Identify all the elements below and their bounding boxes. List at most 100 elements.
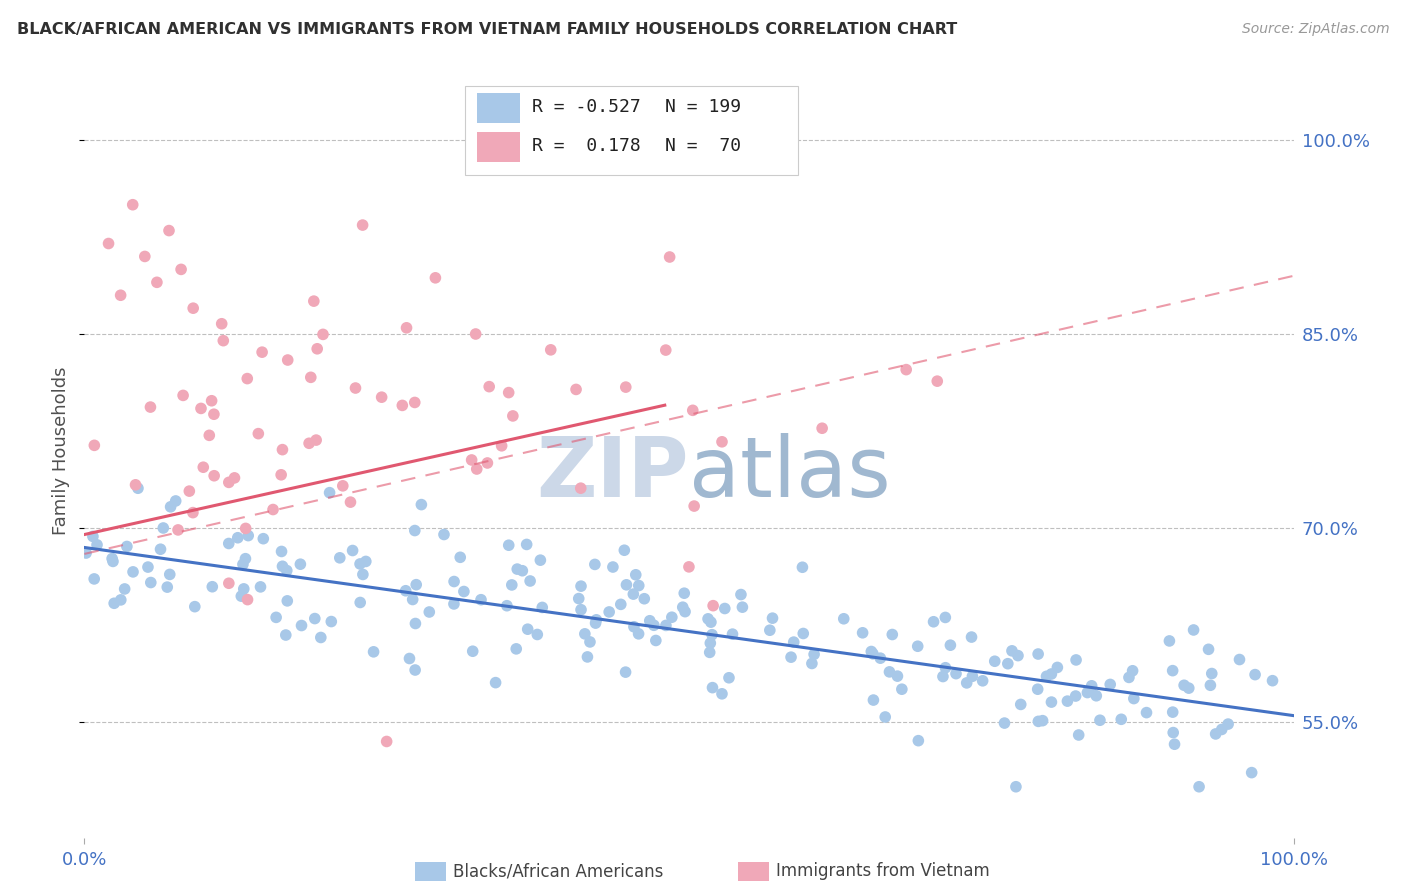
Point	[470, 592, 492, 607]
Point	[1163, 737, 1185, 751]
Point	[1010, 698, 1032, 712]
Point	[922, 615, 945, 629]
Point	[167, 523, 190, 537]
Point	[700, 615, 723, 629]
Point	[453, 584, 475, 599]
Text: Source: ZipAtlas.com: Source: ZipAtlas.com	[1241, 22, 1389, 37]
Point	[290, 558, 312, 572]
Point	[624, 567, 647, 582]
Point	[1201, 666, 1223, 681]
Point	[621, 587, 644, 601]
Text: N = 199: N = 199	[665, 98, 741, 117]
Point	[529, 553, 551, 567]
Point	[780, 650, 803, 665]
Point	[890, 682, 912, 697]
Point	[443, 597, 465, 611]
Point	[271, 442, 294, 457]
Point	[165, 494, 187, 508]
Point	[574, 627, 596, 641]
Point	[1205, 727, 1227, 741]
Point	[832, 612, 855, 626]
Point	[792, 626, 814, 640]
Point	[811, 421, 834, 435]
Point	[398, 651, 420, 665]
Point	[370, 390, 392, 404]
Point	[1261, 673, 1284, 688]
Point	[418, 605, 440, 619]
Point	[512, 564, 534, 578]
Point	[249, 580, 271, 594]
Point	[425, 270, 447, 285]
Point	[531, 600, 554, 615]
Point	[862, 647, 884, 661]
Point	[232, 558, 254, 572]
Point	[404, 524, 426, 538]
Point	[962, 669, 984, 683]
Point	[247, 426, 270, 441]
Point	[569, 481, 592, 495]
Point	[1001, 644, 1024, 658]
Point	[569, 579, 592, 593]
Point	[956, 676, 979, 690]
Point	[339, 495, 361, 509]
Point	[352, 218, 374, 232]
Point	[218, 475, 240, 490]
Point	[157, 223, 180, 237]
Point	[218, 536, 240, 550]
Point	[711, 434, 734, 449]
Point	[201, 580, 224, 594]
Point	[934, 610, 956, 624]
Point	[264, 610, 287, 624]
Point	[121, 198, 143, 212]
Point	[478, 379, 501, 393]
Text: N =  70: N = 70	[665, 137, 741, 155]
Point	[321, 615, 343, 629]
Point	[252, 532, 274, 546]
Point	[270, 467, 292, 482]
Point	[404, 395, 426, 409]
Point	[792, 560, 814, 574]
Point	[262, 502, 284, 516]
Point	[226, 531, 249, 545]
Point	[598, 605, 620, 619]
Point	[627, 578, 650, 592]
Point	[202, 468, 225, 483]
Point	[181, 506, 204, 520]
Point	[231, 589, 253, 603]
Point	[309, 631, 332, 645]
Point	[460, 453, 482, 467]
Point	[934, 661, 956, 675]
Text: ZIP: ZIP	[537, 434, 689, 515]
Point	[1056, 694, 1078, 708]
Point	[699, 645, 721, 659]
Point	[699, 636, 721, 650]
Point	[1109, 712, 1132, 726]
Point	[271, 559, 294, 574]
Point	[1229, 652, 1251, 666]
Point	[312, 327, 335, 342]
Point	[305, 433, 328, 447]
Point	[616, 578, 638, 592]
Point	[172, 388, 194, 402]
Point	[86, 538, 108, 552]
Point	[202, 407, 225, 421]
Point	[1040, 667, 1063, 681]
Point	[627, 627, 650, 641]
Point	[1035, 669, 1057, 683]
Point	[565, 383, 588, 397]
FancyBboxPatch shape	[465, 86, 797, 175]
Point	[307, 342, 329, 356]
Point	[224, 471, 246, 485]
Point	[1026, 647, 1049, 661]
Point	[1135, 706, 1157, 720]
Point	[491, 439, 513, 453]
Point	[702, 599, 724, 613]
Point	[1240, 765, 1263, 780]
Point	[152, 521, 174, 535]
Point	[404, 663, 426, 677]
Point	[332, 479, 354, 493]
Point	[800, 657, 823, 671]
Point	[276, 564, 298, 578]
Point	[498, 385, 520, 400]
Point	[502, 409, 524, 423]
